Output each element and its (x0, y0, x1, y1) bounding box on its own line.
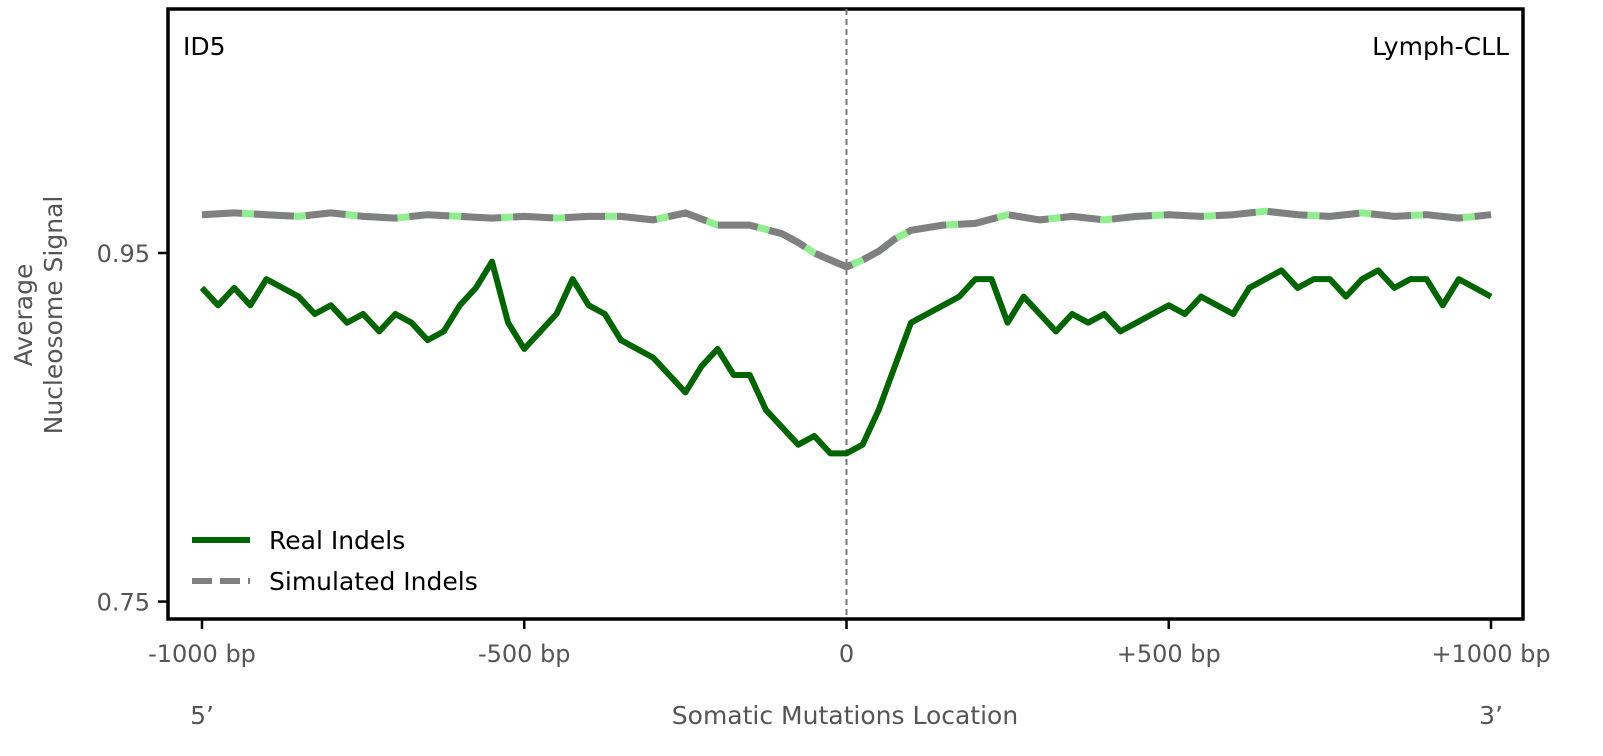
legend: Real Indels Simulated Indels (192, 526, 478, 596)
panel-label-left: ID5 (183, 32, 226, 61)
legend-real-label: Real Indels (269, 526, 405, 555)
y-axis-label-line2: Nucleosome Signal (39, 196, 68, 435)
x-tick-label: -500 bp (478, 640, 571, 668)
real-indels-line (199, 258, 1493, 457)
end-label-3prime: 3’ (1479, 701, 1503, 730)
x-tick-label: -1000 bp (148, 640, 256, 668)
x-tick-label: +500 bp (1117, 640, 1221, 668)
x-axis-label: Somatic Mutations Location (672, 701, 1018, 730)
y-axis-label-line1: Average (9, 264, 38, 367)
ticks-layer: -1000 bp -500 bp 0 +500 bp +1000 bp 0.95 0.75 (97, 240, 1551, 668)
series-layer (199, 207, 1493, 457)
simulated-indels-line (201, 207, 1492, 271)
y-tick-label: 0.95 (97, 240, 150, 268)
x-tick-label: 0 (839, 640, 854, 668)
x-tick-label: +1000 bp (1431, 640, 1550, 668)
panel-label-right: Lymph-CLL (1372, 32, 1509, 61)
legend-simulated-label: Simulated Indels (269, 567, 478, 596)
y-tick-label: 0.75 (97, 589, 150, 617)
end-label-5prime: 5’ (190, 701, 214, 730)
